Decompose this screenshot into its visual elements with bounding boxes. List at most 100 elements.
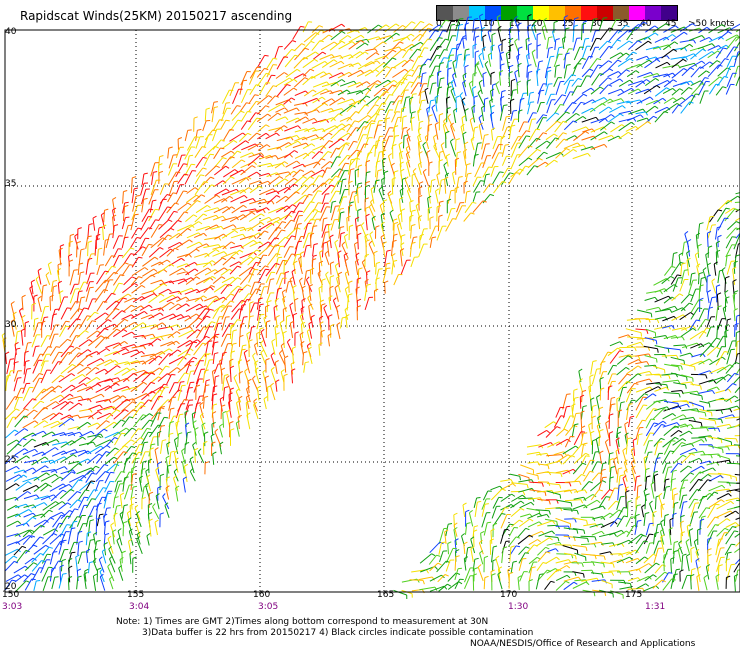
wind-barb	[599, 68, 610, 77]
wind-barb	[175, 184, 181, 195]
wind-barb-feather	[648, 88, 652, 93]
wind-barb	[427, 75, 431, 88]
wind-barb	[717, 67, 728, 77]
wind-barb	[240, 239, 254, 249]
wind-barb-feather	[259, 143, 264, 147]
wind-barb	[725, 66, 731, 77]
wind-barb	[348, 282, 350, 293]
wind-barb-feather	[437, 46, 442, 48]
wind-barb-feather	[711, 296, 716, 299]
wind-barb-feather	[409, 214, 414, 218]
wind-barb-feather	[393, 233, 398, 236]
wind-barb	[85, 259, 89, 275]
wind-barb	[373, 125, 379, 139]
wind-barb-feather	[116, 504, 121, 507]
wind-barb-feather	[357, 232, 362, 236]
wind-barb	[258, 244, 271, 257]
wind-barb-feather	[502, 181, 507, 184]
wind-barb	[257, 105, 266, 115]
wind-barb-feather	[458, 23, 464, 26]
wind-barb-feather	[266, 207, 270, 211]
wind-barb-feather	[67, 351, 73, 354]
wind-barb	[626, 27, 637, 41]
wind-barb	[357, 126, 364, 141]
wind-barb-feather	[66, 524, 71, 526]
wind-barb-feather	[293, 183, 298, 187]
wind-barb-feather	[620, 88, 624, 93]
wind-barb-feather	[124, 318, 129, 322]
wind-barb-feather	[224, 374, 229, 376]
wind-barb	[437, 216, 440, 232]
wind-barb	[95, 385, 110, 393]
wind-barb-feather	[501, 90, 506, 93]
wind-barb-feather	[325, 231, 330, 233]
wind-barb	[303, 245, 307, 258]
wind-barb-feather	[58, 361, 63, 363]
wind-barb-feather	[403, 134, 408, 137]
wind-barb	[536, 151, 545, 160]
wind-barb-feather	[709, 61, 714, 65]
wind-barb-feather	[104, 368, 108, 373]
wind-barb-feather	[282, 289, 286, 293]
wind-barb-feather	[446, 96, 451, 99]
wind-barb	[78, 249, 82, 266]
wind-barb	[275, 171, 289, 176]
wind-barb-feather	[283, 307, 288, 310]
wind-barb-feather	[654, 32, 659, 36]
wind-barb-feather	[200, 297, 204, 302]
wind-barb	[563, 53, 567, 69]
wind-barb-feather	[90, 480, 96, 482]
wind-barb	[240, 165, 253, 176]
wind-barb-feather	[317, 270, 322, 274]
wind-barb	[132, 246, 143, 257]
wind-barb	[545, 159, 555, 168]
wind-barb-feather	[223, 251, 228, 255]
wind-barb-feather	[168, 219, 173, 223]
wind-barb-feather	[404, 176, 409, 180]
wind-barb-feather	[437, 86, 443, 89]
wind-barb	[462, 37, 465, 49]
wind-barb-feather	[193, 116, 198, 119]
wind-barb	[220, 120, 227, 130]
wind-barb-feather	[80, 271, 85, 274]
wind-barb	[337, 273, 340, 285]
wind-barb	[436, 174, 440, 186]
wind-barb	[40, 306, 46, 322]
wind-barb-feather	[96, 233, 101, 237]
wind-barb-feather	[281, 103, 285, 108]
wind-barb	[259, 216, 270, 222]
wind-barb-feather	[366, 81, 371, 85]
wind-barb	[177, 155, 183, 167]
wind-barb-feather	[608, 60, 613, 64]
wind-barb	[338, 154, 348, 167]
wind-barb	[270, 385, 276, 401]
wind-barb-feather	[292, 346, 297, 349]
wind-barb	[184, 261, 195, 268]
wind-barb	[166, 374, 172, 385]
wind-barb-feather	[411, 111, 416, 114]
wind-barb-feather	[75, 301, 80, 303]
wind-barb-feather	[159, 247, 164, 250]
wind-barb	[609, 105, 623, 113]
wind-barb-feather	[474, 126, 479, 129]
wind-barb-feather	[203, 213, 208, 217]
wind-barb-feather	[168, 348, 173, 352]
wind-barb	[158, 288, 169, 295]
wind-barb-feather	[330, 275, 335, 278]
wind-barb-feather	[392, 49, 397, 53]
wind-barb-feather	[625, 24, 630, 28]
wind-barb-feather	[435, 188, 440, 192]
wind-barb	[131, 188, 135, 204]
wind-barb-feather	[500, 63, 505, 66]
wind-barb	[380, 224, 386, 240]
wind-barb	[285, 160, 297, 168]
wind-barb-feather	[394, 135, 400, 137]
wind-barb	[581, 135, 594, 141]
legend-swatch	[533, 6, 549, 20]
wind-barb-feather	[429, 74, 434, 77]
wind-barb-feather	[639, 63, 643, 68]
wind-barb	[495, 84, 500, 95]
wind-barb	[334, 287, 339, 302]
wind-barb-feather	[386, 117, 391, 120]
wind-barb	[311, 151, 320, 160]
